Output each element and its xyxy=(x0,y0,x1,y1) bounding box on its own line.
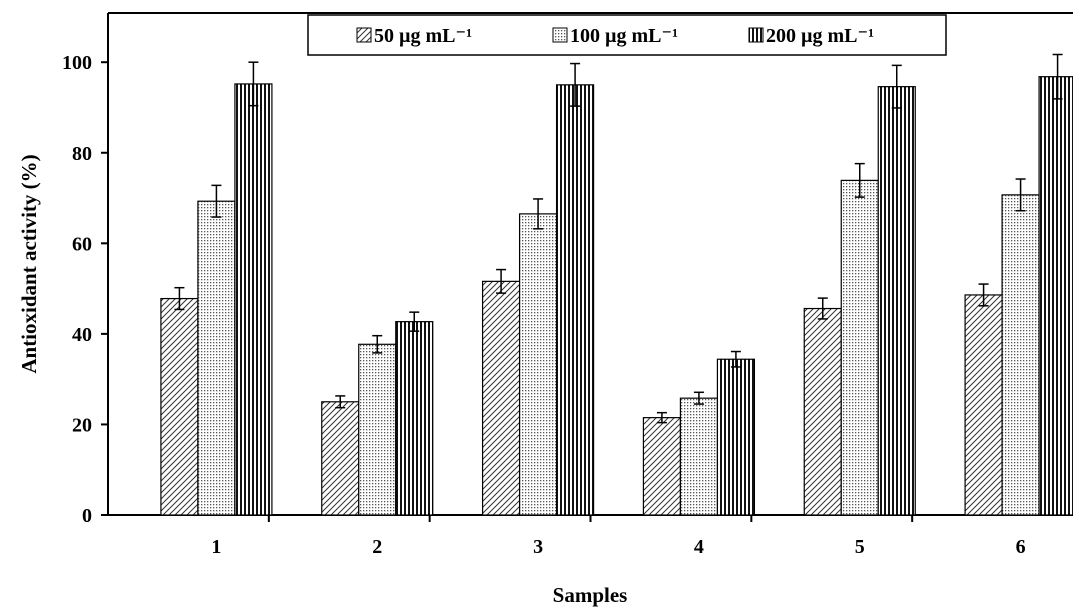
bar xyxy=(716,358,756,516)
bar xyxy=(395,321,434,516)
y-tick-label: 60 xyxy=(72,233,92,255)
y-tick-label: 80 xyxy=(72,143,92,165)
legend-label-50: 50 µg mL⁻¹ xyxy=(374,25,472,47)
x-axis-title: Samples xyxy=(553,583,628,607)
bar xyxy=(321,401,360,516)
y-tick-label: 20 xyxy=(72,414,92,436)
x-tick-label: 4 xyxy=(694,536,704,558)
bars xyxy=(160,53,1073,516)
legend-box xyxy=(307,14,947,56)
bar xyxy=(964,294,1003,516)
y-tick-label: 40 xyxy=(72,324,92,346)
legend: 50 µg mL⁻¹ 100 µg mL⁻¹ 200 µg mL⁻¹ xyxy=(307,14,947,56)
bar xyxy=(1001,194,1040,516)
bar xyxy=(840,179,879,516)
bar xyxy=(803,307,842,516)
bar xyxy=(518,213,558,516)
x-tick-label: 5 xyxy=(855,536,865,558)
plot-area: 0 20 40 60 80 100 1 2 3 4 5 6 xyxy=(62,12,1073,558)
bar xyxy=(197,200,236,516)
x-tick-label: 1 xyxy=(211,536,221,558)
legend-label-100: 100 µg mL⁻¹ xyxy=(570,25,678,47)
bar xyxy=(481,280,521,516)
y-tick-label: 0 xyxy=(82,505,92,527)
bar xyxy=(1038,76,1073,516)
x-ticks: 1 2 3 4 5 6 xyxy=(211,515,1026,558)
legend-swatch-50 xyxy=(356,27,372,43)
bar xyxy=(160,297,199,516)
y-ticks: 0 20 40 60 80 100 xyxy=(62,52,108,527)
y-axis-title: Antioxidant activity (%) xyxy=(17,154,41,373)
bar xyxy=(642,417,682,516)
bar xyxy=(679,397,719,516)
x-tick-label: 2 xyxy=(372,536,382,558)
bar xyxy=(234,83,273,516)
legend-label-200: 200 µg mL⁻¹ xyxy=(766,25,874,47)
bar xyxy=(555,84,595,516)
y-tick-label: 100 xyxy=(62,52,92,74)
bar xyxy=(358,343,397,516)
bar xyxy=(877,86,916,516)
x-tick-label: 3 xyxy=(533,536,543,558)
x-tick-label: 6 xyxy=(1016,536,1026,558)
legend-swatch-200 xyxy=(748,27,764,43)
legend-swatch-100 xyxy=(552,27,568,43)
